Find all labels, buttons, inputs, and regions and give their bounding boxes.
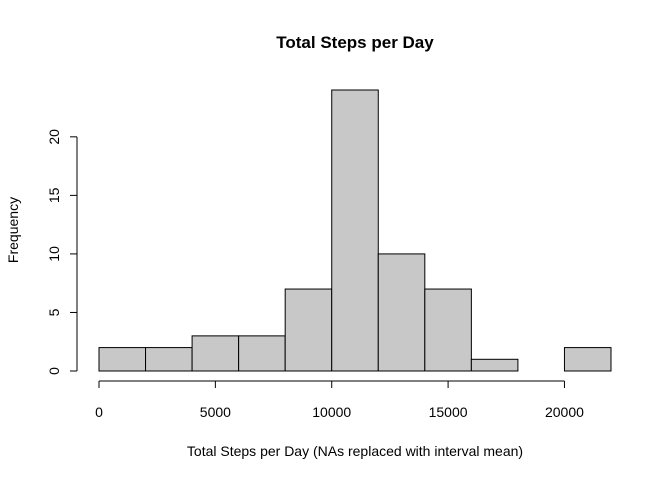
x-axis-label: Total Steps per Day (NAs replaced with i… [187,443,523,459]
histogram-bar [470,358,519,372]
x-tick-label: 15000 [429,404,468,420]
y-axis-label: Frequency [5,197,21,263]
histogram-bar [191,335,240,372]
y-tick-label: 20 [46,129,62,145]
histogram-bar [424,288,472,372]
histogram-bar [563,347,612,372]
histogram-bar [377,253,426,372]
x-tick-label: 10000 [312,404,351,420]
y-tick-label: 5 [46,308,62,316]
histogram-bar [284,288,333,372]
y-tick-label: 15 [46,187,62,203]
x-tick-label: 0 [95,404,103,420]
y-tick-label: 10 [46,246,62,262]
y-tick-label: 0 [46,367,62,375]
x-axis: 0 5000 10000 15000 20000 [95,380,584,420]
x-tick-label: 5000 [200,404,231,420]
histogram-bar [331,89,379,372]
histogram-bar [98,347,147,372]
chart-title: Total Steps per Day [276,33,434,52]
histogram-bar [238,335,286,372]
bars-group [98,89,612,372]
histogram-bar [145,347,193,372]
x-tick-label: 20000 [545,404,584,420]
y-axis: 0 5 10 15 20 [46,129,78,375]
